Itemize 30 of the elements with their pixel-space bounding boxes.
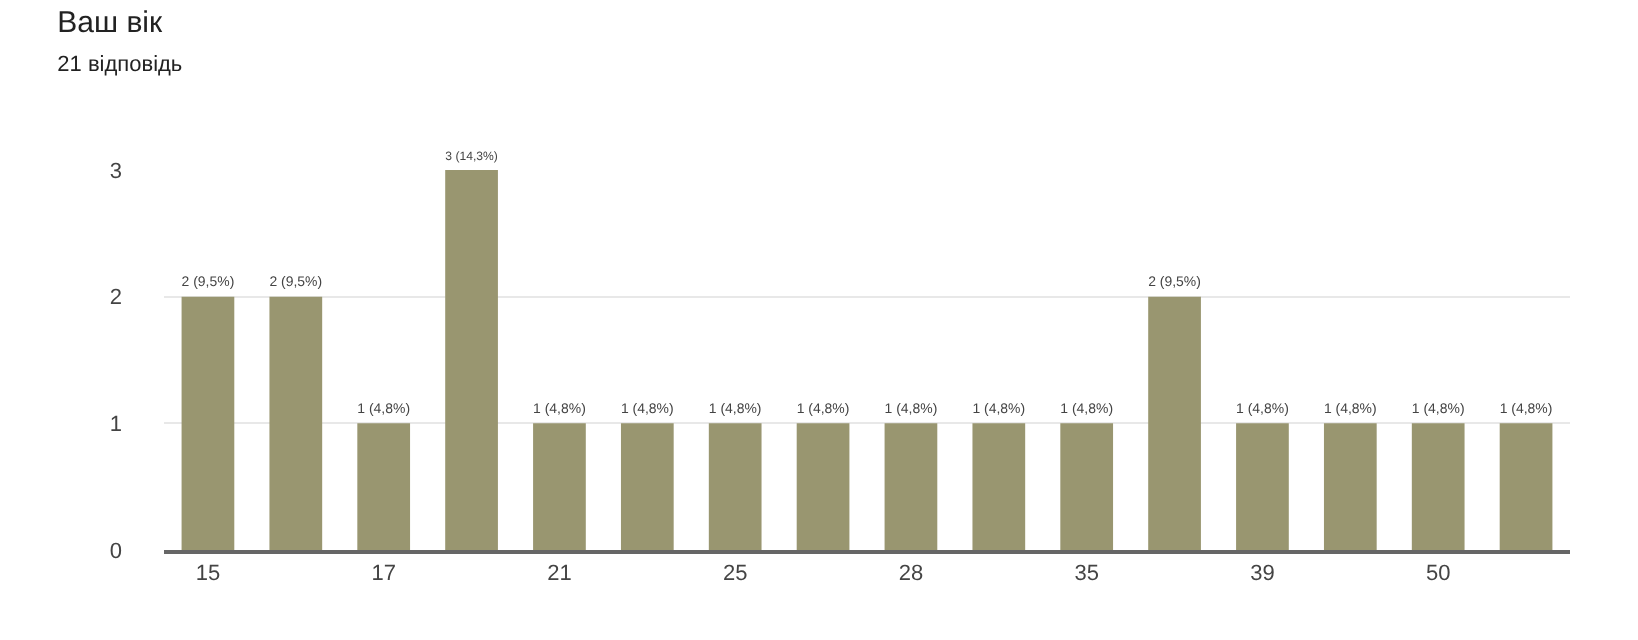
bar (1236, 423, 1289, 550)
bar (1411, 423, 1465, 550)
y-tick-label: 1 (109, 413, 122, 438)
bar (1148, 296, 1201, 550)
bar (708, 423, 762, 550)
chart-subtitle: 21 відповідь (57, 53, 183, 77)
bar (1323, 423, 1377, 550)
x-tick-label: 21 (547, 562, 572, 587)
x-tick-label: 17 (371, 562, 396, 587)
chart-title: Ваш вік (57, 6, 164, 40)
bar (796, 423, 850, 550)
bar (972, 423, 1026, 550)
x-tick-label: 15 (195, 562, 221, 587)
bar (884, 423, 938, 550)
x-tick-label: 39 (1250, 562, 1275, 587)
x-tick-label: 35 (1074, 562, 1099, 587)
bar (269, 296, 323, 550)
bar (181, 296, 235, 550)
x-tick-label: 28 (898, 562, 924, 587)
bar (620, 423, 674, 550)
bar (357, 423, 411, 550)
bar (1060, 423, 1114, 550)
x-tick-label: 25 (722, 562, 748, 587)
bar (1499, 423, 1553, 550)
bar (533, 423, 586, 550)
y-tick-label: 0 (109, 539, 122, 564)
x-tick-label: 50 (1425, 562, 1451, 587)
bar (445, 170, 498, 550)
y-tick-label: 3 (109, 159, 122, 184)
y-tick-label: 2 (109, 286, 122, 311)
